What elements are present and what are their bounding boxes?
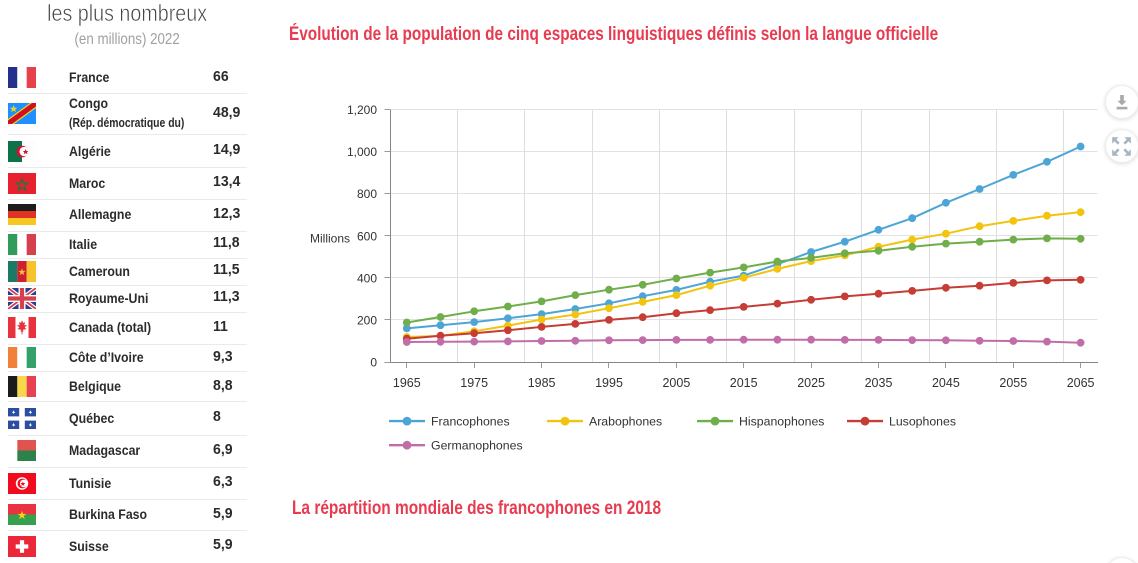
svg-text:2045: 2045 [932, 376, 960, 390]
svg-text:2055: 2055 [999, 376, 1027, 390]
svg-text:Millions: Millions [310, 231, 350, 245]
svg-text:Hispanophones: Hispanophones [739, 414, 824, 428]
svg-text:2065: 2065 [1067, 376, 1095, 390]
svg-text:1975: 1975 [460, 376, 488, 390]
svg-text:2015: 2015 [730, 376, 758, 390]
svg-text:1,200: 1,200 [347, 103, 377, 117]
svg-text:1985: 1985 [528, 376, 556, 390]
svg-text:2005: 2005 [662, 376, 690, 390]
svg-text:2035: 2035 [865, 376, 893, 390]
svg-text:1,000: 1,000 [347, 145, 377, 159]
svg-text:400: 400 [357, 271, 377, 285]
svg-text:2025: 2025 [797, 376, 825, 390]
svg-text:800: 800 [357, 187, 377, 201]
svg-text:200: 200 [357, 313, 377, 327]
svg-text:Lusophones: Lusophones [889, 414, 956, 428]
svg-text:Arabophones: Arabophones [589, 414, 662, 428]
svg-text:1965: 1965 [393, 376, 421, 390]
svg-text:600: 600 [357, 229, 377, 243]
svg-text:0: 0 [370, 355, 377, 369]
svg-text:Germanophones: Germanophones [431, 439, 523, 453]
svg-text:Francophones: Francophones [431, 414, 510, 428]
svg-text:1995: 1995 [595, 376, 623, 390]
